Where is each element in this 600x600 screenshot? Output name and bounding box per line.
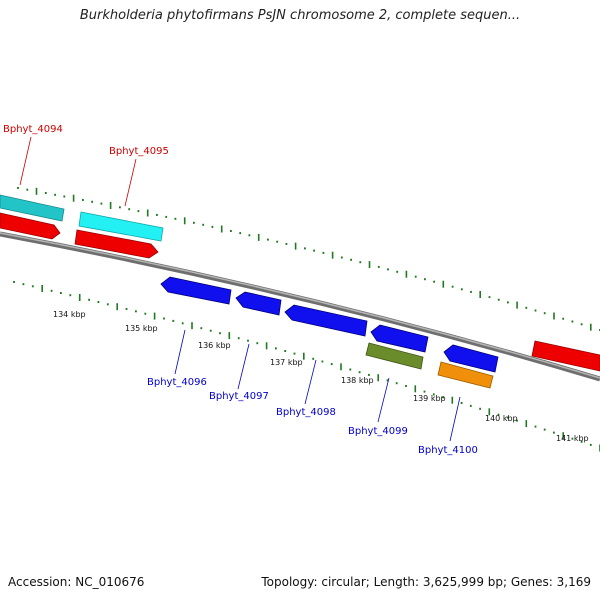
sequence-backbone: [0, 231, 600, 382]
tick-label-141: 141 kbp: [556, 434, 589, 443]
feature-bphyt-4096-arrow[interactable]: [160, 276, 232, 305]
forward-strand-features: [0, 194, 600, 372]
leader-line-bphyt-4095: [124, 158, 137, 207]
gene-bphyt-4096[interactable]: [160, 276, 232, 305]
gene-bphyt-4094[interactable]: [0, 194, 65, 240]
reverse-strand-features: [160, 276, 499, 389]
gene-label-bphyt-4096[interactable]: Bphyt_4096: [147, 377, 207, 388]
feature-bphyt-4099-cds[interactable]: [365, 342, 424, 370]
feature-bphyt-4095-gene-arrow[interactable]: [74, 229, 159, 259]
tick-label-136: 136 kbp: [198, 341, 231, 350]
tick-label-139: 139 kbp: [413, 394, 446, 403]
leader-line-bphyt-4100: [449, 396, 461, 442]
gene-bphyt-4097[interactable]: [235, 291, 282, 316]
gene-bphyt-4100[interactable]: [437, 344, 499, 389]
feature-bphyt-4094-gene-arrow[interactable]: [0, 212, 61, 240]
gene-label-bphyt-4097[interactable]: Bphyt_4097: [209, 391, 269, 402]
gene-label-bphyt-4095[interactable]: Bphyt_4095: [109, 146, 169, 157]
feature-bphyt-4094-cds[interactable]: [0, 194, 65, 222]
sequence-summary: Topology: circular; Length: 3,625,999 bp…: [261, 575, 591, 589]
leader-line-bphyt-4097: [237, 343, 250, 390]
feature-bphyt-4095-cds[interactable]: [78, 211, 164, 242]
leader-line-bphyt-4099: [377, 377, 390, 423]
gene-bphyt-4098[interactable]: [284, 304, 368, 337]
tick-label-140: 140 kbp: [485, 414, 518, 423]
feature-bphyt-4097-arrow[interactable]: [235, 291, 282, 316]
gene-labels: Bphyt_4094 Bphyt_4095 Bphyt_4096 Bphyt_4…: [3, 124, 478, 456]
feature-bphyt-4099-arrow[interactable]: [370, 324, 429, 353]
tick-labels: 134 kbp 135 kbp 136 kbp 137 kbp 138 kbp …: [53, 310, 589, 443]
tick-label-134: 134 kbp: [53, 310, 86, 319]
leader-line-bphyt-4098: [304, 359, 317, 405]
gene-label-bphyt-4098[interactable]: Bphyt_4098: [276, 407, 336, 418]
map-title: Burkholderia phytofirmans PsJN chromosom…: [79, 8, 521, 23]
gene-label-bphyt-4099[interactable]: Bphyt_4099: [348, 426, 408, 437]
gene-label-bphyt-4094[interactable]: Bphyt_4094: [3, 124, 63, 135]
tick-label-138: 138 kbp: [341, 376, 374, 385]
tick-label-135: 135 kbp: [125, 324, 158, 333]
feature-bphyt-4098-arrow[interactable]: [284, 304, 368, 337]
tick-label-137: 137 kbp: [270, 358, 303, 367]
feature-unlabeled-red[interactable]: [531, 340, 600, 372]
feature-bphyt-4100-cds[interactable]: [437, 361, 494, 389]
leader-line-bphyt-4094: [19, 136, 32, 186]
upper-tick-track: [17, 187, 600, 331]
sequence-backbone-highlight: [0, 232, 600, 379]
gene-bphyt-4099[interactable]: [365, 324, 429, 370]
accession-label: Accession: NC_010676: [8, 575, 145, 589]
lower-tick-track: [13, 281, 600, 452]
leader-line-bphyt-4096: [174, 329, 186, 375]
gene-bphyt-4095[interactable]: [74, 211, 164, 259]
gene-label-bphyt-4100[interactable]: Bphyt_4100: [418, 445, 478, 456]
feature-bphyt-4100-arrow[interactable]: [443, 344, 499, 373]
